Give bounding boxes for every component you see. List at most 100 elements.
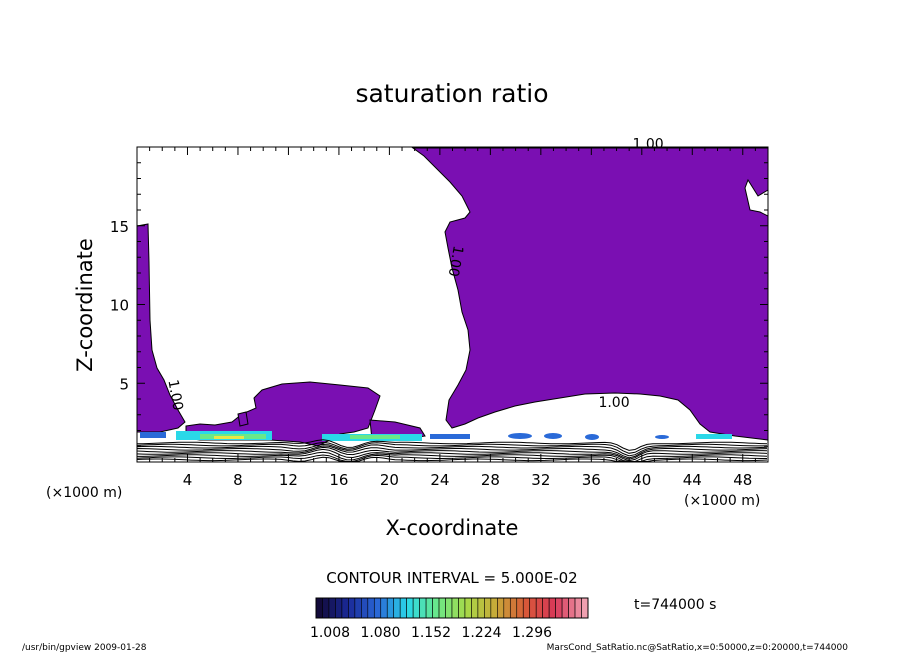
ground-contour-line bbox=[136, 448, 768, 462]
colorbar-cell bbox=[574, 597, 582, 619]
x-tick-label-7: 32 bbox=[531, 471, 550, 489]
y-tick-label-0: 5 bbox=[119, 375, 129, 393]
colorbar bbox=[315, 597, 589, 619]
colorbar-cell bbox=[380, 597, 388, 619]
colorbar-cell bbox=[419, 597, 427, 619]
colorbar-cell bbox=[451, 597, 459, 619]
colorbar-cell bbox=[522, 597, 531, 619]
band-blue-1 bbox=[430, 434, 470, 439]
ground-contour-line bbox=[136, 439, 768, 451]
colorbar-cell bbox=[516, 597, 524, 619]
contour-label-2: 1.00 bbox=[598, 395, 629, 411]
x-tick-label-6: 28 bbox=[481, 471, 500, 489]
region-left-edge bbox=[136, 223, 186, 433]
colorbar-cell bbox=[354, 597, 362, 619]
contour-label-0: 1.00 bbox=[633, 137, 664, 153]
colorbar-cell bbox=[509, 597, 518, 619]
colorbar-cell bbox=[438, 597, 446, 619]
x-tick-label-4: 20 bbox=[380, 471, 399, 489]
y-axis-label: Z-coordinate bbox=[73, 238, 97, 372]
x-axis-ticks: 4 8 12 16 20 24 28 32 36 40 44 48 bbox=[149, 147, 756, 489]
colorbar-cell bbox=[471, 597, 479, 619]
footer-right: MarsCond_SatRatio.nc@SatRatio,x=0:50000,… bbox=[547, 643, 849, 653]
colorbar-cell bbox=[535, 597, 543, 619]
colorbar-cell bbox=[367, 597, 375, 619]
colorbar-cell bbox=[322, 597, 330, 619]
colorbar-cell bbox=[568, 597, 576, 619]
colorbar-cell bbox=[445, 597, 453, 619]
x-tick-label-0: 4 bbox=[183, 471, 193, 489]
colorbar-cell bbox=[373, 597, 382, 619]
ground-contour-line bbox=[136, 446, 768, 460]
colorbar-cell bbox=[477, 597, 485, 619]
colorbar-tick-label-0: 1.008 bbox=[310, 625, 350, 641]
colorbar-cell bbox=[335, 597, 343, 619]
contour-interval: CONTOUR INTERVAL = 5.000E-02 bbox=[326, 569, 577, 587]
band-blue-6 bbox=[696, 434, 732, 439]
colorbar-cell bbox=[503, 597, 511, 619]
colorbar-ticks: 1.008 1.080 1.152 1.224 1.296 bbox=[310, 625, 552, 641]
colorbar-cell bbox=[386, 597, 395, 619]
colorbar-tick-label-3: 1.224 bbox=[461, 625, 501, 641]
x-axis-label: X-coordinate bbox=[386, 516, 519, 540]
colorbar-cell bbox=[548, 597, 556, 619]
colorbar-cell bbox=[412, 597, 420, 619]
ground-contour-line bbox=[136, 451, 768, 462]
colorbar-cell bbox=[341, 597, 349, 619]
colorbar-cell bbox=[348, 597, 356, 619]
x-tick-label-1: 8 bbox=[233, 471, 243, 489]
ground-contour-line bbox=[136, 441, 768, 454]
ground-contour-line bbox=[136, 456, 768, 462]
x-tick-label-2: 12 bbox=[279, 471, 298, 489]
footer-left: /usr/bin/gpview 2009-01-28 bbox=[22, 643, 147, 653]
region-small-1 bbox=[237, 411, 249, 427]
y-axis-ticks: 5 10 15 bbox=[110, 162, 768, 447]
colorbar-cell bbox=[425, 597, 433, 619]
color-bands bbox=[140, 431, 732, 441]
colorbar-cell bbox=[497, 597, 505, 619]
x-tick-label-5: 24 bbox=[430, 471, 449, 489]
band-blue-3 bbox=[544, 433, 562, 439]
colorbar-cell bbox=[555, 597, 563, 619]
colorbar-cell bbox=[393, 597, 401, 619]
chart-title: saturation ratio bbox=[355, 79, 548, 108]
x-unit-left: (×1000 m) bbox=[46, 485, 122, 501]
colorbar-cell bbox=[464, 597, 472, 619]
x-tick-label-9: 40 bbox=[632, 471, 651, 489]
contour-labels: 1.00 1.00 1.00 1.00 bbox=[164, 137, 663, 412]
colorbar-frame bbox=[315, 597, 589, 619]
band-blue-5 bbox=[655, 435, 669, 439]
x-tick-label-11: 48 bbox=[733, 471, 752, 489]
x-tick-label-8: 36 bbox=[582, 471, 601, 489]
colorbar-tick-label-1: 1.080 bbox=[360, 625, 400, 641]
colorbar-cell bbox=[529, 597, 537, 619]
y-tick-label-1: 10 bbox=[110, 297, 129, 315]
colorbar-tick-label-2: 1.152 bbox=[411, 625, 451, 641]
colorbar-cell bbox=[458, 597, 466, 619]
ground-contours bbox=[136, 439, 768, 462]
band-blue-l bbox=[140, 432, 166, 438]
ground-contour-line bbox=[136, 454, 767, 462]
band-yellow bbox=[214, 436, 244, 439]
colorbar-tick-label-4: 1.296 bbox=[512, 625, 552, 641]
y-tick-label-2: 15 bbox=[110, 218, 129, 236]
time-label: t=744000 s bbox=[634, 597, 716, 613]
colorbar-cell bbox=[361, 597, 369, 619]
ground-contour-line bbox=[136, 445, 768, 459]
colorbar-cell bbox=[315, 597, 323, 619]
contour-label-3: 1.00 bbox=[164, 378, 185, 411]
x-unit-right: (×1000 m) bbox=[684, 493, 760, 509]
colorbar-cell bbox=[399, 597, 407, 619]
x-tick-label-10: 44 bbox=[683, 471, 702, 489]
colorbar-cell bbox=[490, 597, 498, 619]
colorbar-cell bbox=[581, 597, 589, 619]
colorbar-cell bbox=[328, 597, 336, 619]
band-blue-4 bbox=[585, 434, 599, 440]
ground-contour-line bbox=[136, 443, 768, 457]
band-blue-2 bbox=[508, 433, 532, 439]
x-tick-label-3: 16 bbox=[329, 471, 348, 489]
colorbar-cell bbox=[561, 597, 569, 619]
region-upper-right bbox=[411, 147, 769, 441]
colorbar-cell bbox=[406, 597, 414, 619]
